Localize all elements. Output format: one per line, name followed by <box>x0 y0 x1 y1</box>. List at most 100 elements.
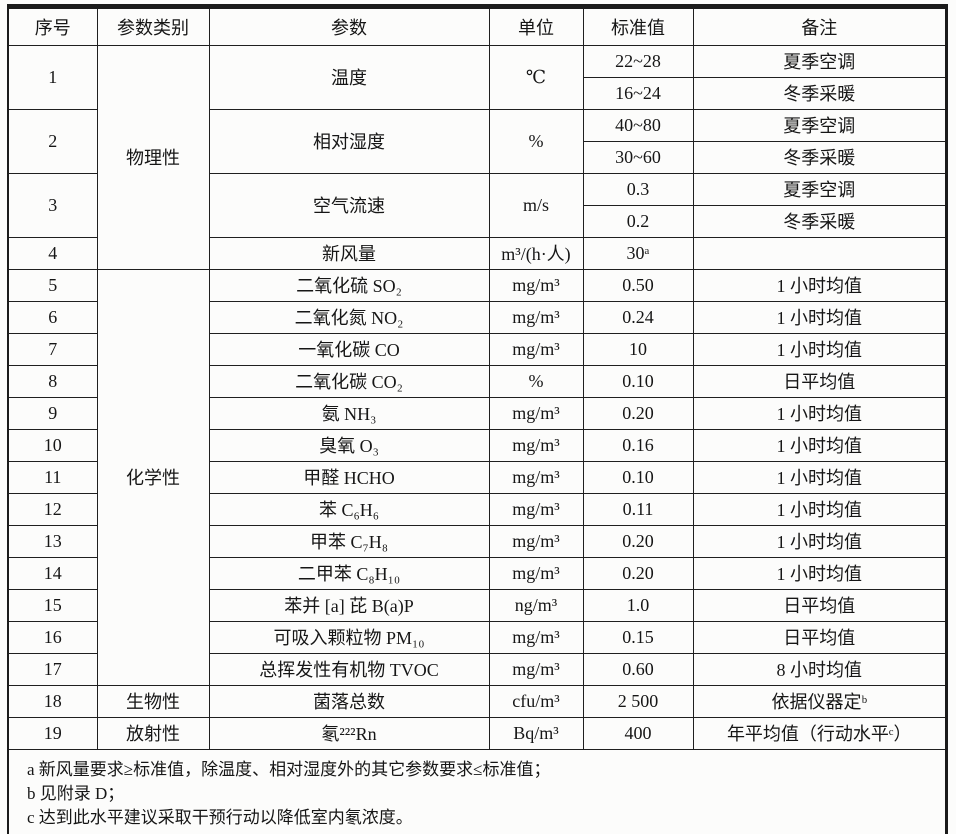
cell-unit: % <box>488 108 584 174</box>
cell-unit: mg/m³ <box>488 460 584 494</box>
cell-remark <box>692 236 945 270</box>
footnotes: a 新风量要求≥标准值，除温度、相对湿度外的其它参数要求≤标准值； b 见附录 … <box>9 750 945 830</box>
cell-value: 0.10 <box>582 364 694 398</box>
cell-value: 22~28 <box>582 44 694 78</box>
cell-remark: 年平均值（行动水平ᶜ） <box>692 716 945 750</box>
cell-unit: mg/m³ <box>488 620 584 654</box>
table-row: 12 苯 C₆H₆ mg/m³ 0.11 1 小时均值 <box>9 492 945 526</box>
cell-value: 10 <box>582 332 694 366</box>
table-row: 10 臭氧 O₃ mg/m³ 0.16 1 小时均值 <box>9 428 945 462</box>
table-row: 9 氨 NH₃ mg/m³ 0.20 1 小时均值 <box>9 396 945 430</box>
cell-param: 相对湿度 <box>208 108 490 174</box>
cell-unit: mg/m³ <box>488 332 584 366</box>
cell-no: 9 <box>9 396 98 430</box>
table-row: 0.2 冬季采暖 <box>9 204 945 238</box>
cell-value: 0.24 <box>582 300 694 334</box>
cell-no: 6 <box>9 300 98 334</box>
cell-value: 16~24 <box>583 76 694 110</box>
table-row: 18 生物性 菌落总数 cfu/m³ 2 500 依据仪器定ᵇ <box>9 684 945 718</box>
cell-category: 物理性 <box>96 44 210 270</box>
table-row: 11 甲醛 HCHO mg/m³ 0.10 1 小时均值 <box>9 460 945 494</box>
header-category: 参数类别 <box>96 9 210 46</box>
cell-param: 总挥发性有机物 TVOC <box>208 652 490 686</box>
cell-unit: mg/m³ <box>488 556 584 590</box>
cell-remark: 1 小时均值 <box>692 460 945 494</box>
cell-unit: % <box>488 364 584 398</box>
cell-no: 19 <box>9 716 98 750</box>
cell-param: 二甲苯 C₈H₁₀ <box>208 556 490 590</box>
cell-value: 0.15 <box>582 620 694 654</box>
cell-remark: 1 小时均值 <box>692 268 945 302</box>
cell-value: 0.60 <box>582 652 694 686</box>
table-row: 15 苯并 [a] 芘 B(a)P ng/m³ 1.0 日平均值 <box>9 588 945 622</box>
cell-param: 可吸入颗粒物 PM₁₀ <box>208 620 490 654</box>
cell-param: 菌落总数 <box>208 684 490 718</box>
cell-param: 一氧化碳 CO <box>208 332 490 366</box>
table-row: 13 甲苯 C₇H₈ mg/m³ 0.20 1 小时均值 <box>9 524 945 558</box>
cell-param: 二氧化碳 CO₂ <box>208 364 490 398</box>
cell-no: 11 <box>9 460 98 494</box>
cell-param: 苯并 [a] 芘 B(a)P <box>208 588 490 622</box>
cell-value: 0.20 <box>582 396 694 430</box>
cell-unit: mg/m³ <box>488 268 584 302</box>
table-row: 1 物理性 温度 ℃ 22~28 夏季空调 <box>9 44 945 270</box>
cell-value: 0.3 <box>582 172 694 206</box>
cell-value: 1.0 <box>582 588 694 622</box>
standards-table: 序号 参数类别 参数 单位 标准值 备注 1 物理性 温度 ℃ 22~28 夏季… <box>9 9 945 750</box>
cell-remark: 1 小时均值 <box>692 556 945 590</box>
cell-no: 5 <box>9 268 98 302</box>
cell-value: 2 500 <box>582 684 694 718</box>
table-row: 19 放射性 氡²²²Rn Bq/m³ 400 年平均值（行动水平ᶜ） <box>9 716 945 750</box>
cell-remark: 日平均值 <box>692 364 945 398</box>
cell-value: 40~80 <box>582 108 694 142</box>
cell-param: 二氧化硫 SO₂ <box>208 268 490 302</box>
cell-unit: mg/m³ <box>488 300 584 334</box>
table-row: 17 总挥发性有机物 TVOC mg/m³ 0.60 8 小时均值 <box>9 652 945 686</box>
cell-no: 18 <box>9 684 98 718</box>
cell-param: 空气流速 <box>208 172 490 238</box>
cell-value: 0.10 <box>582 460 694 494</box>
cell-param: 氡²²²Rn <box>208 716 490 750</box>
footnote-b: b 见附录 D； <box>27 783 125 803</box>
cell-param: 新风量 <box>208 236 490 270</box>
cell-remark: 1 小时均值 <box>692 492 945 526</box>
cell-no: 7 <box>9 332 98 366</box>
cell-unit: mg/m³ <box>488 396 584 430</box>
cell-category: 生物性 <box>96 684 210 718</box>
cell-value: 0.2 <box>583 204 694 238</box>
cell-param: 甲苯 C₇H₈ <box>208 524 490 558</box>
table-row: 7 一氧化碳 CO mg/m³ 10 1 小时均值 <box>9 332 945 366</box>
cell-no: 12 <box>9 492 98 526</box>
cell-category: 放射性 <box>96 716 210 750</box>
table-sheet: 序号 参数类别 参数 单位 标准值 备注 1 物理性 温度 ℃ 22~28 夏季… <box>7 4 948 834</box>
cell-no: 10 <box>9 428 98 462</box>
cell-no: 8 <box>9 364 98 398</box>
cell-unit: mg/m³ <box>488 428 584 462</box>
cell-remark: 冬季采暖 <box>692 140 945 174</box>
cell-remark: 1 小时均值 <box>692 396 945 430</box>
cell-remark: 冬季采暖 <box>692 204 945 238</box>
cell-no: 16 <box>9 620 98 654</box>
cell-no: 4 <box>9 236 98 270</box>
cell-param: 温度 <box>208 44 490 110</box>
header-remark: 备注 <box>692 9 945 46</box>
table-row: 16~24 冬季采暖 <box>9 76 945 110</box>
header-param: 参数 <box>208 9 490 46</box>
cell-param: 臭氧 O₃ <box>208 428 490 462</box>
table-body: 1 物理性 温度 ℃ 22~28 夏季空调 16~24 冬季采暖 2 相对湿度 … <box>9 44 945 750</box>
cell-value: 30~60 <box>583 140 694 174</box>
scanned-document-page: { "colors": { "ink": "#161616", "border"… <box>7 4 948 834</box>
table-row: 5 化学性 二氧化硫 SO₂ mg/m³ 0.50 1 小时均值 <box>9 268 945 686</box>
cell-unit: ng/m³ <box>488 588 584 622</box>
cell-remark: 冬季采暖 <box>692 76 945 110</box>
cell-unit: mg/m³ <box>488 524 584 558</box>
header-row: 序号 参数类别 参数 单位 标准值 备注 <box>9 9 945 46</box>
cell-remark: 1 小时均值 <box>692 332 945 366</box>
cell-unit: mg/m³ <box>488 492 584 526</box>
table-row: 6 二氧化氮 NO₂ mg/m³ 0.24 1 小时均值 <box>9 300 945 334</box>
table-row: 2 相对湿度 % 40~80 夏季空调 <box>9 108 945 174</box>
cell-remark: 1 小时均值 <box>692 524 945 558</box>
header-unit: 单位 <box>488 9 584 46</box>
cell-no: 3 <box>9 172 98 238</box>
cell-param: 氨 NH₃ <box>208 396 490 430</box>
